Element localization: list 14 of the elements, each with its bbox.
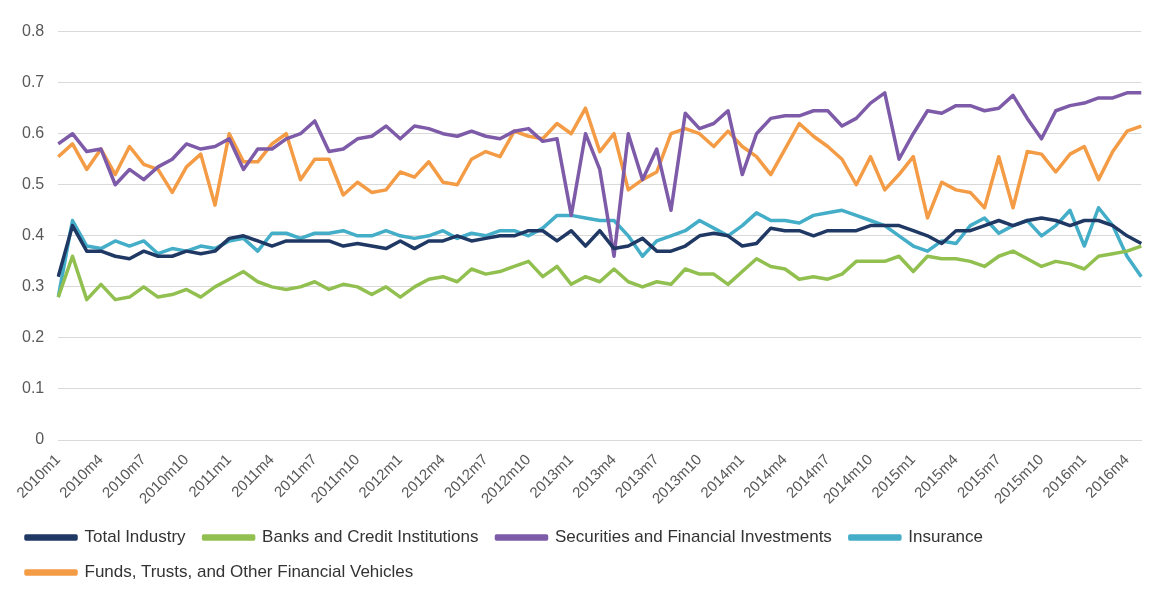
- y-tick-label: 0.6: [21, 124, 45, 142]
- y-tick-label: 0: [35, 430, 45, 448]
- legend-label: Insurance: [908, 527, 984, 547]
- y-tick-label: 0.1: [21, 379, 45, 397]
- legend-label: Total Industry: [84, 527, 187, 547]
- legend-label: Funds, Trusts, and Other Financial Vehicles: [84, 562, 414, 582]
- y-tick-label: 0.8: [21, 22, 45, 40]
- y-tick-label: 0.2: [21, 328, 45, 346]
- legend-label: Banks and Credit Institutions: [262, 527, 479, 547]
- y-tick-label: 0.5: [21, 175, 45, 193]
- legend-label: Securities and Financial Investments: [555, 527, 832, 547]
- y-tick-label: 0.4: [21, 226, 45, 244]
- y-tick-label: 0.3: [21, 277, 45, 295]
- y-tick-label: 0.7: [21, 73, 45, 91]
